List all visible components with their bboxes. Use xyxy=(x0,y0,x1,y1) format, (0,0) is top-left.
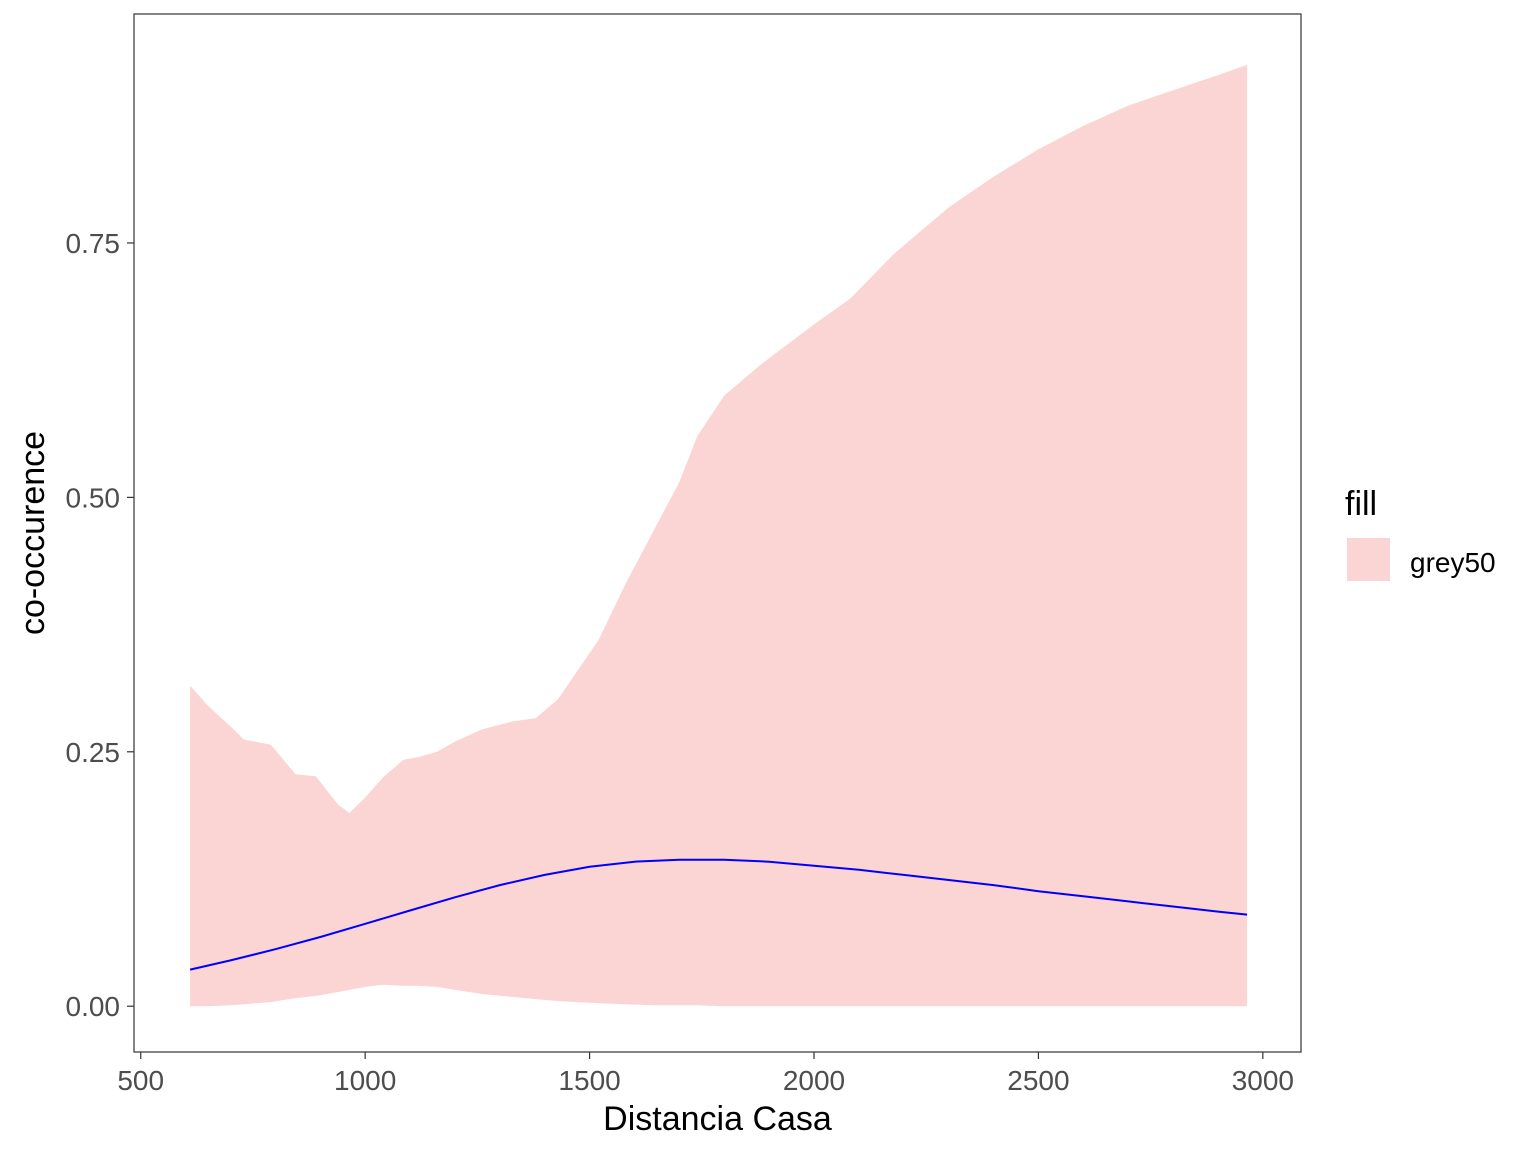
x-axis: 500 1000 1500 2000 2500 3000 xyxy=(117,1052,1294,1096)
confidence-ribbon xyxy=(190,64,1248,1007)
y-axis: 0.00 0.25 0.50 0.75 xyxy=(66,228,134,1022)
x-tick-label: 1500 xyxy=(558,1065,620,1096)
legend-label: grey50 xyxy=(1410,547,1496,578)
x-tick-label: 2000 xyxy=(783,1065,845,1096)
legend: fill grey50 xyxy=(1345,485,1496,581)
x-tick-label: 1000 xyxy=(334,1065,396,1096)
legend-title: fill xyxy=(1345,485,1377,523)
y-tick-label: 0.00 xyxy=(66,991,121,1022)
y-tick-label: 0.75 xyxy=(66,228,121,259)
y-tick-label: 0.50 xyxy=(66,482,121,513)
y-tick-label: 0.25 xyxy=(66,737,121,768)
plot-area xyxy=(133,13,1302,1053)
x-axis-title: Distancia Casa xyxy=(603,1100,832,1138)
x-tick-label: 500 xyxy=(117,1065,164,1096)
x-tick-label: 2500 xyxy=(1007,1065,1069,1096)
legend-key-swatch xyxy=(1347,538,1390,581)
panel-border xyxy=(133,13,1302,1053)
y-axis-title: co-occurence xyxy=(14,431,52,635)
fitted-line xyxy=(189,858,1248,971)
x-tick-label: 3000 xyxy=(1232,1065,1294,1096)
